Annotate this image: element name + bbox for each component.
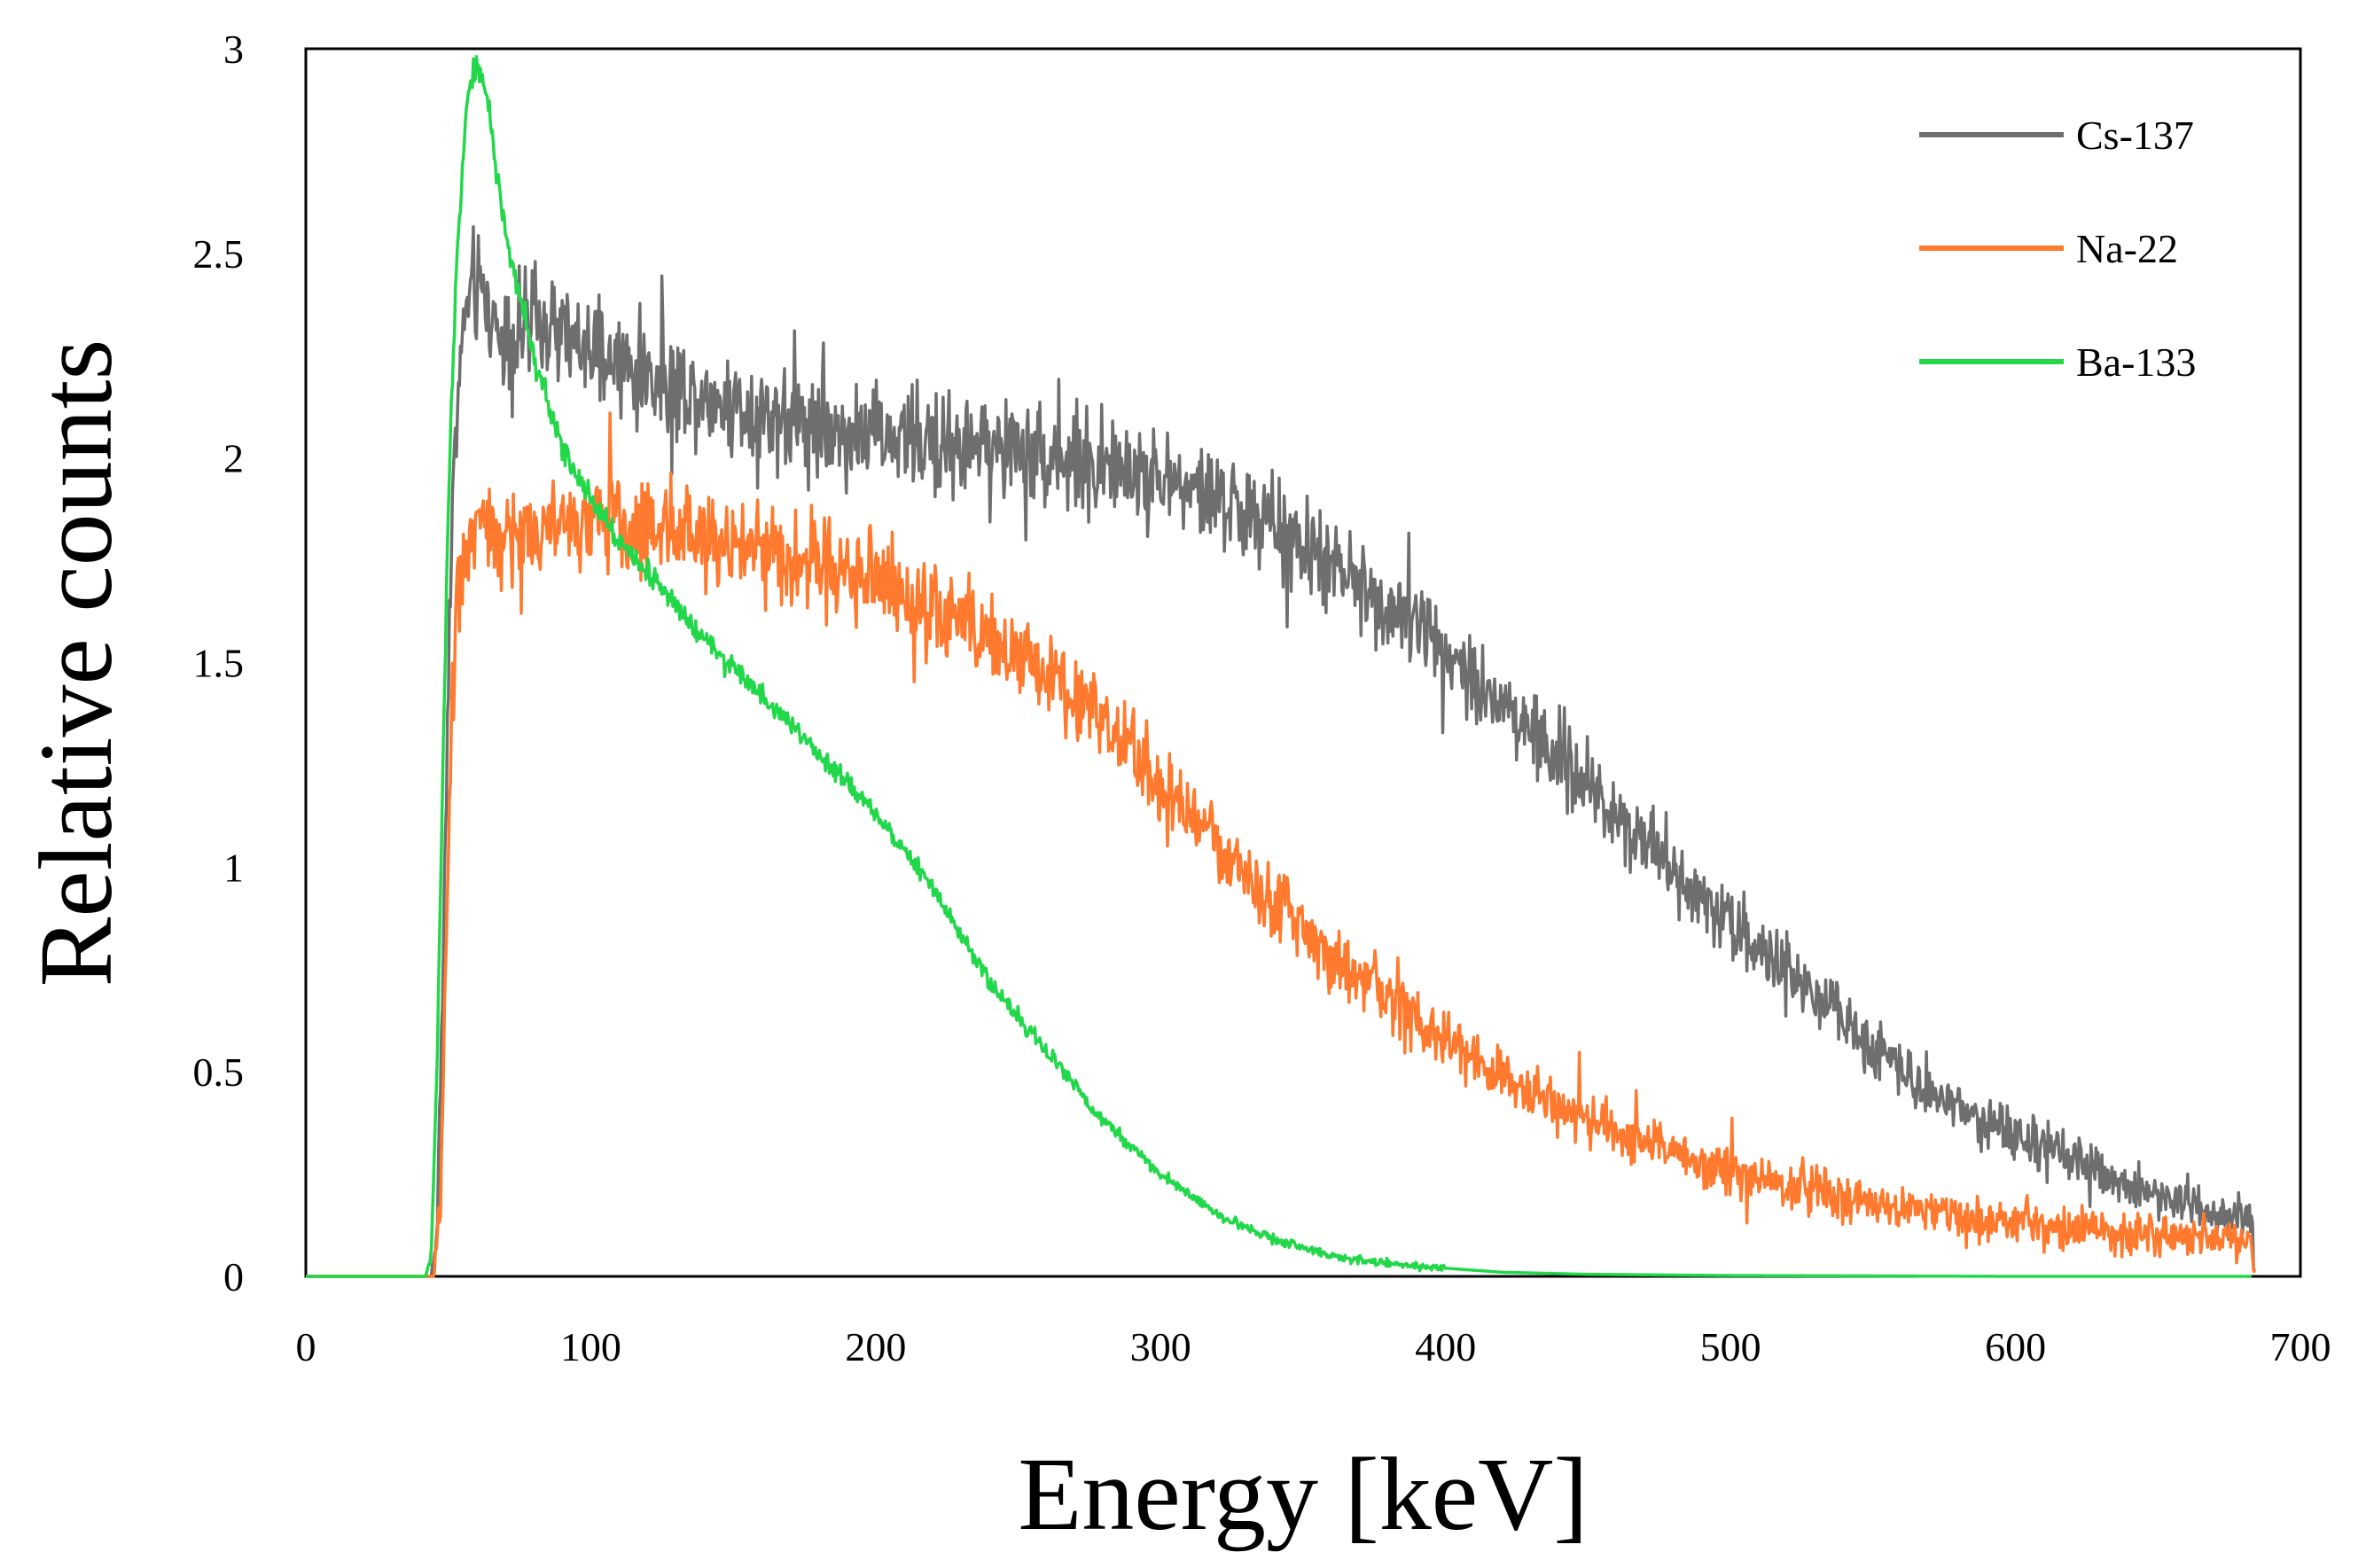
x-tick-label: 200 (845, 1324, 906, 1369)
x-tick-label: 500 (1700, 1324, 1761, 1369)
legend-label-na-22: Na-22 (2076, 226, 2178, 271)
y-tick-label: 2 (223, 436, 244, 481)
y-tick-label: 0.5 (193, 1049, 245, 1095)
x-tick-label: 100 (560, 1324, 621, 1369)
y-axis-title: Relative counts (18, 339, 134, 987)
y-tick-label: 3 (223, 27, 244, 72)
y-tick-label: 0 (223, 1254, 244, 1299)
x-tick-label: 600 (1985, 1324, 2046, 1369)
ticks-layer: 0 100 200 300 400 500 600 700 0 0.5 1 1.5 2 2.5 3 (193, 27, 2331, 1369)
legend-label-ba-133: Ba-133 (2076, 339, 2196, 385)
series-layer (305, 55, 2256, 1278)
y-tick-label: 2.5 (193, 231, 245, 277)
x-tick-label: 700 (2270, 1324, 2331, 1369)
series-line-na-22 (305, 411, 2256, 1278)
y-tick-label: 1 (223, 845, 244, 890)
x-axis-title: Energy [keV] (1018, 1436, 1588, 1552)
series-line-ba-133 (305, 55, 2253, 1278)
x-tick-label: 300 (1130, 1324, 1191, 1369)
series-line-cs-137 (305, 225, 2256, 1278)
x-tick-label: 400 (1415, 1324, 1476, 1369)
plot-frame (304, 47, 2302, 1278)
legend-label-cs-137: Cs-137 (2076, 113, 2194, 158)
legend: Cs-137 Na-22 Ba-133 (1919, 113, 2196, 385)
x-tick-label: 0 (296, 1324, 316, 1369)
y-tick-label: 1.5 (193, 641, 245, 686)
